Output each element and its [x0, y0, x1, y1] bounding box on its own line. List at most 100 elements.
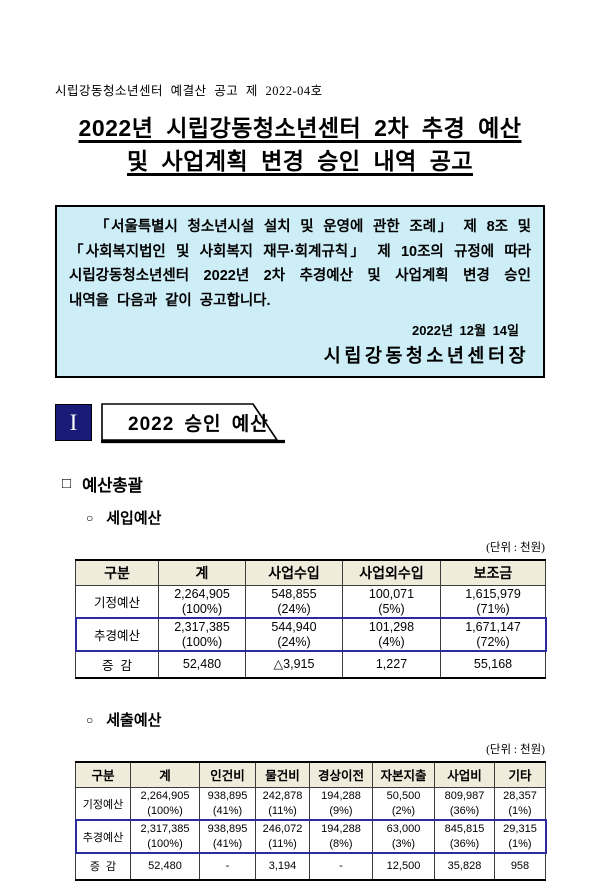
- cell-percent: (3%): [391, 838, 416, 850]
- header-cell: 계: [158, 559, 246, 586]
- cell-percent: (11%): [268, 805, 297, 817]
- row-label: 기정예산: [75, 584, 159, 619]
- cell-value: 55,168: [473, 656, 513, 671]
- cell-value: -: [225, 859, 230, 872]
- revenue-label: 세입예산: [106, 510, 162, 527]
- cell: 52,480: [130, 852, 200, 881]
- revenue-table: 구분 계 사업수입 사업외수입 보조금 기정예산 2,264,905 (100%)…: [74, 559, 547, 679]
- table-row-base-budget: 기정예산 2,264,905 (100%) 938,895 (41%) 242,87…: [75, 786, 546, 821]
- cell: 938,895 (41%): [199, 786, 256, 821]
- section-banner: 2022 승인 예산: [101, 403, 285, 444]
- notice-line: 시립강동청소년센터 2022년 2차 추경예산 및 사업계획 변경 승인: [69, 268, 531, 284]
- cell-value: 100,071: [368, 587, 415, 601]
- circle-bullet-icon: ○: [86, 510, 94, 525]
- cell: 246,072 (11%): [255, 819, 310, 854]
- header-cell: 경상이전: [309, 761, 373, 788]
- row-label: 증 감: [75, 650, 159, 679]
- expenditure-label: 세출예산: [106, 712, 162, 729]
- cell: 55,168: [440, 650, 546, 679]
- row-label: 추경예산: [75, 819, 131, 854]
- header-cell: 사업수입: [245, 559, 343, 586]
- cell: 29,315 (1%): [494, 819, 546, 854]
- cell-percent: (2%): [391, 805, 416, 817]
- header-cell: 인건비: [199, 761, 256, 788]
- cell: 1,615,979 (71%): [440, 584, 546, 619]
- unit-note: (단위 : 천원): [486, 542, 545, 554]
- expenditure-table: 구분 계 인건비 물건비 경상이전 자본지출 사업비 기타 기정예산 2,264…: [74, 761, 547, 881]
- cell-percent: (9%): [329, 805, 353, 817]
- cell-percent: (11%): [268, 838, 297, 850]
- announcement-page: 시립강동청소년센터 예결산 공고 제 2022-04호 2022년 시립강동청소…: [55, 84, 547, 881]
- expenditure-heading: ○ 세출예산: [55, 709, 545, 730]
- notice-line: 내역을 다음과 같이 공고합니다.: [69, 292, 271, 309]
- header-cell: 사업외수입: [342, 559, 441, 586]
- cell: 50,500 (2%): [372, 786, 435, 821]
- notice-line: 「서울특별시 청소년시설 설치 및 운영에 관한 조례」 제 8조 및: [95, 219, 531, 235]
- row-label: 추경예산: [75, 617, 159, 652]
- cell: 35,828: [434, 852, 495, 881]
- cell: △3,915: [245, 650, 343, 679]
- header-cell: 기타: [494, 761, 546, 788]
- cell-value: 938,895: [207, 790, 248, 802]
- cell: 548,855 (24%): [245, 584, 343, 619]
- budget-overview-label: 예산총괄: [82, 477, 143, 495]
- cell: 194,288 (8%): [309, 819, 373, 854]
- cell-percent: (100%): [147, 805, 183, 817]
- table-row-base-budget: 기정예산 2,264,905 (100%) 548,855 (24%) 100,07…: [75, 584, 546, 619]
- cell-percent: (36%): [449, 805, 480, 817]
- cell: 63,000 (3%): [372, 819, 435, 854]
- table-header-row: 구분 계 사업수입 사업외수입 보조금: [75, 559, 546, 586]
- cell-value: 63,000: [386, 823, 421, 835]
- row-label: 증 감: [75, 852, 131, 881]
- row-label: 기정예산: [75, 786, 131, 821]
- cell-value: 2,317,385: [174, 620, 230, 634]
- cell-value: 12,500: [386, 859, 421, 872]
- cell-value: 28,357: [503, 790, 537, 802]
- cell: 1,671,147 (72%): [440, 617, 546, 652]
- cell-value: 3,194: [268, 859, 297, 872]
- cell-value: 1,615,979: [465, 587, 521, 601]
- cell-percent: (1%): [508, 838, 532, 850]
- header-cell: 계: [130, 761, 200, 788]
- header-cell: 사업비: [434, 761, 495, 788]
- cell-value: 194,288: [321, 790, 361, 802]
- cell-value: 2,264,905: [140, 790, 190, 802]
- cell-value: △3,915: [273, 656, 315, 671]
- notice-date: 2022년 12월 14일: [412, 323, 519, 338]
- cell-percent: (72%): [476, 635, 510, 649]
- cell: 28,357 (1%): [494, 786, 546, 821]
- cell-value: 50,500: [386, 790, 421, 802]
- header-cell: 구분: [75, 559, 159, 586]
- notice-line: 「사회복지법인 및 사회복지 재무·회계규칙」 제 10조의 규정에 따라: [69, 243, 531, 260]
- cell: 2,317,385 (100%): [158, 617, 246, 652]
- cell: -: [199, 852, 256, 881]
- cell-value: 1,227: [375, 656, 408, 671]
- cell: 52,480: [158, 650, 246, 679]
- cell: 544,940 (24%): [245, 617, 343, 652]
- cell-value: -: [339, 859, 343, 872]
- banner-title: 2022 승인 예산: [128, 413, 269, 435]
- cell-value: 246,072: [262, 823, 303, 835]
- revenue-heading: ○ 세입예산: [55, 507, 545, 528]
- doc-number: 시립강동청소년센터 예결산 공고 제 2022-04호: [55, 84, 323, 98]
- cell-percent: (1%): [508, 805, 532, 817]
- cell: 3,194: [255, 852, 310, 881]
- cell-percent: (36%): [449, 838, 480, 850]
- cell: -: [309, 852, 373, 881]
- cell-value: 2,264,905: [174, 587, 230, 601]
- notice-box: 「서울특별시 청소년시설 설치 및 운영에 관한 조례」 제 8조 및 「사회복…: [55, 205, 545, 378]
- header-cell: 자본지출: [372, 761, 435, 788]
- header-cell: 구분: [75, 761, 131, 788]
- notice-signer: 시립강동청소년센터장: [323, 345, 529, 366]
- cell: 101,298 (4%): [342, 617, 441, 652]
- cell-percent: (8%): [329, 838, 353, 850]
- cell-percent: (5%): [378, 602, 405, 616]
- cell-value: 52,480: [182, 656, 222, 671]
- cell: 2,264,905 (100%): [130, 786, 200, 821]
- cell-value: 958: [510, 859, 530, 872]
- cell: 1,227: [342, 650, 441, 679]
- cell-value: 52,480: [148, 859, 182, 872]
- cell-percent: (100%): [181, 602, 223, 616]
- cell: 2,317,385 (100%): [130, 819, 200, 854]
- square-bullet-icon: □: [62, 474, 72, 492]
